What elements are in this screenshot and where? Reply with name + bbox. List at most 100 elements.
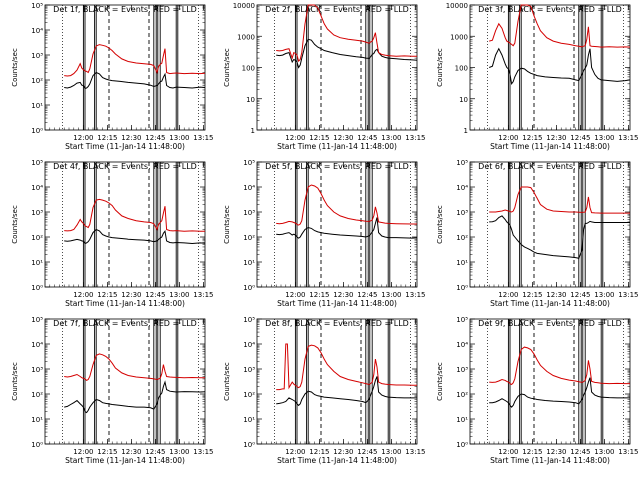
- y-tick-label: 10³: [31, 366, 43, 374]
- x-tick-label: 12:45: [145, 134, 165, 142]
- series-events-line: [489, 215, 630, 259]
- x-tick-label: 12:15: [309, 134, 329, 142]
- top-flag-marker: [308, 319, 313, 324]
- y-tick-label: 10²: [456, 234, 468, 242]
- x-tick-label: 12:30: [121, 291, 141, 299]
- x-tick-label: 12:00: [285, 291, 305, 299]
- y-tick-label: 100: [242, 65, 255, 73]
- top-flag-marker: [177, 162, 182, 167]
- panel-title: Det 3f, BLACK = Events, RED = LLD: [478, 5, 622, 14]
- panel-9: Det 9f, BLACK = Events, RED = LLD 10⁰ 10¹ 1…: [436, 316, 638, 465]
- y-axis-label: Counts/sec: [223, 48, 231, 87]
- x-axis-label: Start Time (11-Jan-14 11:48:00): [65, 142, 185, 151]
- x-tick-label: 13:15: [618, 448, 638, 456]
- panel-3: Det 3f, BLACK = Events, RED = LLD 1 10 100 1…: [436, 2, 638, 151]
- top-flag-marker: [521, 162, 526, 167]
- y-tick-label: 10²: [31, 391, 43, 399]
- panel-title: Det 6f, BLACK = Events, RED = LLD: [478, 162, 622, 171]
- y-tick-label: 10³: [243, 209, 255, 217]
- top-flag-marker: [160, 319, 165, 324]
- panel-title: Det 2f, BLACK = Events, RED = LLD: [265, 5, 409, 14]
- plot-frame: [44, 318, 206, 445]
- top-flag-marker: [96, 5, 101, 10]
- y-tick-label: 10²: [456, 391, 468, 399]
- x-axis-label: Start Time (11-Jan-14 11:48:00): [277, 299, 397, 308]
- x-tick-label: 12:00: [498, 448, 518, 456]
- y-axis-label: Counts/sec: [436, 48, 444, 87]
- series-events-line: [489, 377, 630, 408]
- x-tick-label: 12:30: [333, 291, 353, 299]
- y-tick-label: 10²: [31, 234, 43, 242]
- x-tick-label: 12:30: [333, 134, 353, 142]
- top-flag-marker: [177, 5, 182, 10]
- x-tick-label: 12:30: [546, 134, 566, 142]
- y-tick-label: 10⁰: [31, 127, 43, 135]
- y-tick-label: 10¹: [456, 259, 468, 267]
- top-flag-marker: [96, 319, 101, 324]
- x-tick-label: 12:45: [357, 134, 377, 142]
- x-tick-label: 13:15: [405, 134, 425, 142]
- x-tick-label: 12:15: [522, 448, 542, 456]
- y-tick-label: 100: [455, 65, 468, 73]
- panel-title: Det 8f, BLACK = Events, RED = LLD: [265, 319, 409, 328]
- x-tick-label: 13:15: [193, 134, 213, 142]
- x-tick-label: 12:00: [285, 134, 305, 142]
- panel-title: Det 7f, BLACK = Events, RED = LLD: [53, 319, 197, 328]
- x-axis-label: Start Time (11-Jan-14 11:48:00): [277, 456, 397, 465]
- y-tick-label: 10⁴: [456, 341, 468, 349]
- x-tick-label: 12:00: [285, 448, 305, 456]
- top-flag-marker: [508, 5, 513, 10]
- plot-frame: [256, 318, 418, 445]
- y-tick-label: 10: [459, 96, 468, 104]
- y-tick-label: 1000: [450, 33, 468, 41]
- x-tick-label: 12:30: [546, 448, 566, 456]
- x-axis-label: Start Time (11-Jan-14 11:48:00): [490, 456, 610, 465]
- panel-2: Det 2f, BLACK = Events, RED = LLD 1 10 100 1…: [223, 2, 425, 151]
- x-tick-label: 12:30: [121, 448, 141, 456]
- y-axis-label: Counts/sec: [11, 205, 19, 244]
- y-tick-label: 10⁰: [243, 284, 255, 292]
- panel-title: Det 9f, BLACK = Events, RED = LLD: [478, 319, 622, 328]
- y-tick-label: 10000: [233, 2, 255, 10]
- plot-frame: [256, 161, 418, 288]
- x-tick-label: 12:30: [333, 448, 353, 456]
- x-tick-label: 12:15: [97, 134, 117, 142]
- x-tick-label: 12:00: [73, 134, 93, 142]
- x-tick-label: 12:45: [570, 134, 590, 142]
- x-tick-label: 12:15: [522, 134, 542, 142]
- y-axis-label: Counts/sec: [11, 48, 19, 87]
- x-tick-label: 12:30: [546, 291, 566, 299]
- panel-title: Det 1f, BLACK = Events, RED = LLD: [53, 5, 197, 14]
- top-flag-marker: [177, 319, 182, 324]
- top-flag-marker: [521, 5, 526, 10]
- x-axis-label: Start Time (11-Jan-14 11:48:00): [490, 142, 610, 151]
- x-tick-label: 13:15: [618, 291, 638, 299]
- y-tick-label: 10⁵: [243, 316, 255, 324]
- top-flag-marker: [367, 319, 372, 324]
- top-flag-marker: [389, 162, 394, 167]
- top-flag-marker: [585, 319, 590, 324]
- y-tick-label: 10⁴: [31, 184, 43, 192]
- top-flag-marker: [308, 162, 313, 167]
- x-axis-label: Start Time (11-Jan-14 11:48:00): [277, 142, 397, 151]
- x-tick-label: 12:15: [97, 291, 117, 299]
- plot-frame: [469, 318, 631, 445]
- top-flag-marker: [580, 5, 585, 10]
- top-flag-marker: [367, 162, 372, 167]
- top-flag-marker: [389, 5, 394, 10]
- top-flag-marker: [580, 319, 585, 324]
- top-flag-marker: [83, 319, 88, 324]
- x-tick-label: 12:00: [73, 291, 93, 299]
- x-tick-label: 12:45: [570, 448, 590, 456]
- series-events-line: [64, 380, 206, 414]
- y-tick-label: 10¹: [31, 102, 43, 110]
- panel-title: Det 4f, BLACK = Events, RED = LLD: [53, 162, 197, 171]
- y-tick-label: 10²: [243, 234, 255, 242]
- y-tick-label: 10: [246, 96, 255, 104]
- series-events-line: [64, 71, 206, 89]
- top-flag-marker: [155, 319, 160, 324]
- top-flag-marker: [83, 5, 88, 10]
- y-tick-label: 10²: [31, 77, 43, 85]
- x-tick-label: 13:00: [594, 291, 614, 299]
- y-tick-label: 10⁰: [243, 441, 255, 449]
